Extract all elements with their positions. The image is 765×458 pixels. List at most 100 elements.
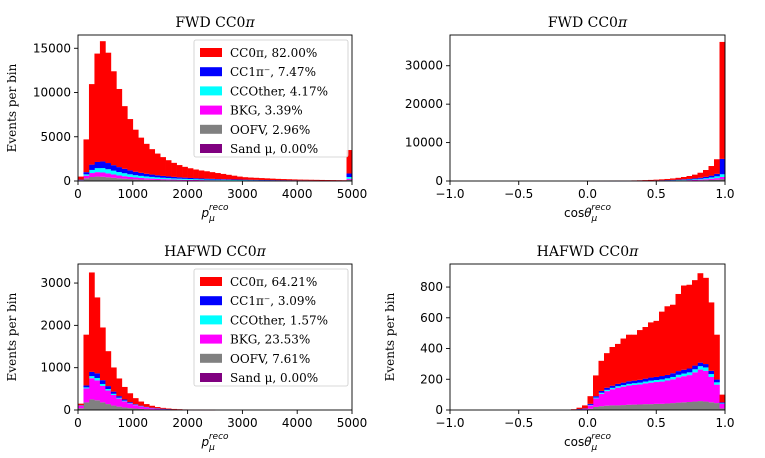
- bar-segment: [165, 160, 172, 177]
- y-tick-label: 10000: [33, 86, 71, 100]
- bar-segment: [297, 179, 303, 181]
- bar-segment: [121, 400, 128, 402]
- bar-segment: [225, 174, 232, 180]
- bar-segment: [604, 405, 610, 410]
- bar-segment: [127, 170, 134, 175]
- bar-segment: [664, 306, 671, 375]
- bar-segment: [604, 389, 610, 392]
- bar-segment: [609, 387, 616, 390]
- legend-swatch: [200, 67, 222, 77]
- bar-segment: [105, 52, 112, 164]
- bar-segment: [193, 180, 199, 181]
- bar-segment: [171, 176, 177, 179]
- bar-segment: [697, 172, 704, 178]
- bar-segment: [692, 178, 698, 180]
- bar-segment: [143, 176, 150, 179]
- bar-segment: [620, 386, 627, 406]
- series-cc1-: [78, 161, 353, 181]
- x-tick-label: −0.5: [504, 416, 533, 430]
- bar-segment: [209, 179, 216, 181]
- x-tick-label: 0.0: [578, 416, 597, 430]
- bar-segment: [620, 385, 627, 387]
- bar-segment: [99, 172, 106, 177]
- bar-segment: [576, 407, 583, 410]
- bar-segment: [110, 391, 117, 394]
- bar-segment: [615, 405, 621, 410]
- bar-segment: [719, 403, 726, 409]
- bar-segment: [664, 374, 671, 379]
- bar-segment: [686, 402, 693, 410]
- bar-segment: [132, 179, 139, 181]
- bar-segment: [236, 176, 243, 180]
- series-cc1-: [576, 362, 726, 410]
- bar-segment: [598, 390, 605, 393]
- bar-segment: [88, 376, 95, 379]
- bar-segment: [209, 172, 216, 179]
- bar-segment: [88, 164, 95, 170]
- bar-segment: [110, 174, 117, 178]
- bar-segment: [127, 408, 134, 410]
- chart-1: 0 1000 2000 3000 4000 5000 0 5000 10000 15000 FWD …: [5, 15, 367, 224]
- x-tick-label: 2000: [172, 416, 203, 430]
- bar-segment: [637, 379, 643, 383]
- bar-segment: [99, 168, 106, 173]
- y-axis-label: Events per bin: [5, 63, 19, 152]
- x-tick-label: 0: [74, 187, 82, 201]
- bar-segment: [626, 385, 632, 405]
- bar-segment: [116, 378, 123, 397]
- bar-segment: [99, 383, 106, 386]
- bar-segment: [346, 150, 353, 174]
- bar-segment: [675, 402, 682, 410]
- bar-segment: [127, 179, 134, 181]
- bar-segment: [598, 393, 605, 407]
- bar-segment: [714, 384, 720, 404]
- bar-segment: [132, 129, 139, 172]
- bar-segment: [642, 404, 649, 410]
- bar-segment: [88, 173, 95, 178]
- bar-segment: [160, 157, 166, 176]
- bar-segment: [94, 53, 101, 162]
- bar-segment: [697, 401, 704, 410]
- legend-swatch: [200, 334, 222, 344]
- bar-segment: [692, 179, 698, 180]
- bar-segment: [659, 403, 665, 410]
- bar-segment: [83, 139, 90, 173]
- bar-segment: [642, 381, 649, 384]
- bar-segment: [670, 178, 676, 180]
- bar-segment: [593, 398, 599, 407]
- bar-segment: [154, 178, 161, 180]
- bar-segment: [225, 179, 232, 181]
- bar-segment: [286, 179, 293, 181]
- bar-segment: [659, 379, 665, 382]
- bar-segment: [83, 402, 90, 410]
- bar-segment: [105, 390, 112, 405]
- bar-segment: [138, 406, 145, 409]
- x-tick-label: −1.0: [435, 416, 464, 430]
- bar-segment: [648, 377, 654, 381]
- bar-segment: [609, 405, 616, 410]
- bar-segment: [187, 177, 194, 180]
- bar-segment: [138, 408, 145, 410]
- x-tick-label: −1.0: [435, 187, 464, 201]
- bar-segment: [609, 389, 616, 406]
- bar-segment: [648, 380, 654, 383]
- bar-segment: [692, 372, 698, 402]
- bar-segment: [708, 402, 715, 410]
- chart-2: −1.0 −0.5 0.0 0.5 1.0 0 10000 20000 30000 FWD CC0…: [405, 15, 735, 224]
- bar-segment: [714, 176, 720, 179]
- bar-segment: [121, 106, 128, 169]
- bar-segment: [697, 366, 704, 370]
- bar-segment: [653, 403, 660, 410]
- series-ccother: [576, 366, 726, 410]
- bar-segment: [94, 161, 101, 169]
- bar-segment: [631, 380, 638, 384]
- bar-segment: [346, 178, 353, 180]
- bar-segment: [99, 380, 106, 384]
- bar-segment: [346, 179, 353, 181]
- bar-segment: [99, 327, 106, 381]
- x-tick-label: 0.5: [647, 416, 666, 430]
- bar-segment: [83, 175, 90, 179]
- legend-label: CCOther, 1.57%: [230, 313, 328, 327]
- bar-segment: [264, 178, 271, 181]
- bar-segment: [132, 404, 139, 405]
